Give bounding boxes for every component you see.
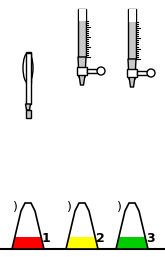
Bar — [26, 110, 31, 118]
Polygon shape — [128, 59, 136, 79]
Polygon shape — [78, 57, 86, 77]
Bar — [87, 69, 101, 73]
Polygon shape — [129, 77, 135, 87]
Circle shape — [147, 69, 155, 77]
Bar — [77, 67, 87, 75]
Polygon shape — [116, 237, 148, 249]
Text: 1: 1 — [42, 233, 51, 245]
Bar — [129, 9, 135, 22]
Text: ): ) — [13, 200, 18, 214]
Polygon shape — [79, 75, 85, 85]
Text: ): ) — [117, 200, 122, 214]
Bar — [127, 69, 137, 77]
Polygon shape — [66, 237, 98, 249]
Polygon shape — [12, 237, 44, 249]
Ellipse shape — [23, 53, 33, 83]
Bar — [26, 52, 31, 83]
Text: 3: 3 — [146, 233, 155, 245]
Text: ): ) — [67, 200, 72, 214]
Polygon shape — [26, 104, 31, 110]
Bar — [26, 53, 31, 104]
Bar — [137, 71, 151, 75]
Bar — [79, 9, 85, 21]
Circle shape — [97, 67, 105, 75]
Bar — [128, 9, 136, 59]
Text: 2: 2 — [96, 233, 105, 245]
Bar — [78, 9, 86, 57]
